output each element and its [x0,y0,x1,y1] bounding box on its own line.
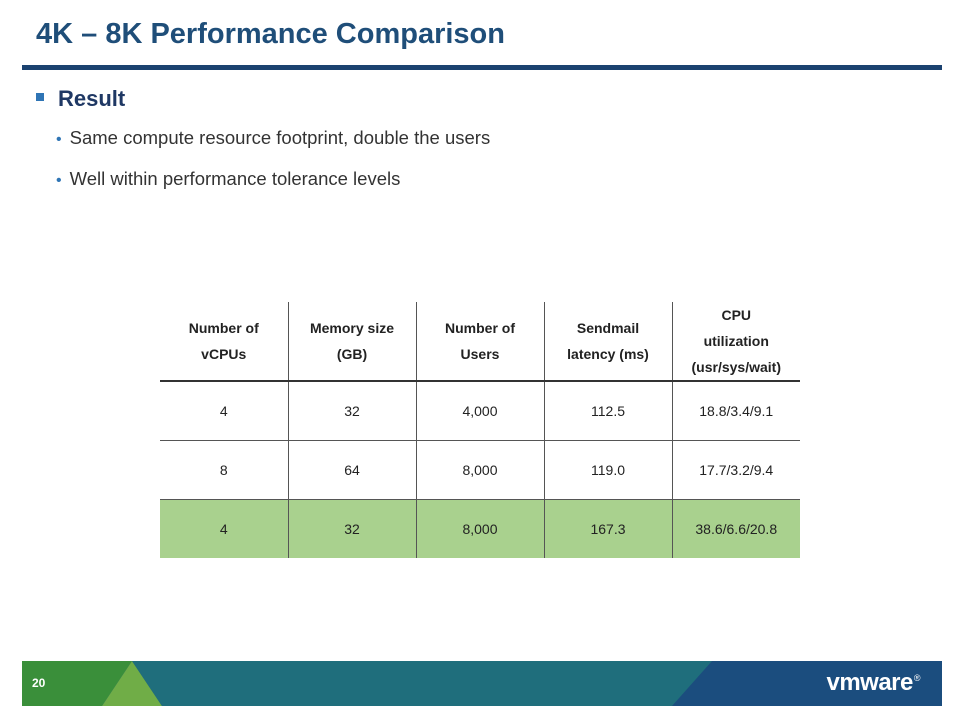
table-row: 8 64 8,000 119.0 17.7/3.2/9.4 [160,440,800,500]
bullet-dot-icon: • [56,131,62,148]
col-header-memory: Memory size (GB) [287,302,416,382]
cell-vcpus: 4 [219,403,228,419]
cell-memory: 32 [287,381,416,441]
cell-vcpus: 8 [160,440,288,500]
bullet-dot-icon: • [56,172,62,189]
table-row: 4 32 4,000 112.5 18.8/3.4/9.1 [160,381,800,441]
header-line: Users [460,346,500,362]
col-header-cpu: CPU utilization (usr/sys/wait) [671,302,800,382]
cell-cpu: 17.7/3.2/9.4 [671,440,800,500]
cell-cpu: 38.6/6.6/20.8 [671,499,800,558]
cell-users: 8,000 [415,499,544,558]
logo-text: vmware [826,669,913,696]
table-header-row: Number of vCPUs Memory size (GB) Number … [160,302,800,382]
registered-mark: ® [913,673,921,683]
header-line: vCPUs [201,346,247,362]
performance-table: Number of vCPUs Memory size (GB) Number … [160,302,800,558]
header-line: Sendmail [576,320,640,336]
header-line: Number of [445,320,515,336]
bullet-text: Same compute resource footprint, double … [69,127,491,148]
page-number: 20 [32,676,46,690]
col-header-users: Number of Users [415,302,544,382]
footer-banner-graphic [22,661,942,706]
header-line: (GB) [336,346,368,362]
header-line: utilization [703,333,769,349]
header-line: Number of [188,320,259,336]
cell-memory: 32 [287,499,416,558]
section-heading: Result [36,86,125,112]
cell-vcpus: 4 [160,499,288,558]
cell-users: 8,000 [415,440,544,500]
header-line: CPU [721,307,752,323]
bullet-item: • Same compute resource footprint, double… [56,127,490,149]
header-line: latency (ms) [567,346,649,362]
footer-bar: 20 vmware® [22,661,942,706]
table-row-highlighted: 4 32 8,000 167.3 38.6/6.6/20.8 [160,499,800,558]
cell-cpu: 18.8/3.4/9.1 [671,381,800,441]
col-header-vcpus: Number of vCPUs [160,302,288,382]
cell-latency: 119.0 [543,440,672,500]
cell-users: 4,000 [415,381,544,441]
cell-latency: 167.3 [543,499,672,558]
col-header-latency: Sendmail latency (ms) [543,302,672,382]
section-heading-text: Result [58,86,126,111]
header-line: (usr/sys/wait) [691,359,781,375]
header-line: Memory size [309,320,395,336]
title-divider [22,65,942,70]
vmware-logo: vmware® [826,669,920,697]
square-bullet-icon [36,93,44,102]
cell-memory: 64 [287,440,416,500]
slide-title: 4K – 8K Performance Comparison [36,18,505,50]
bullet-item: • Well within performance tolerance level… [56,168,400,190]
cell-latency: 112.5 [543,381,672,441]
bullet-text: Well within performance tolerance levels [69,168,401,189]
